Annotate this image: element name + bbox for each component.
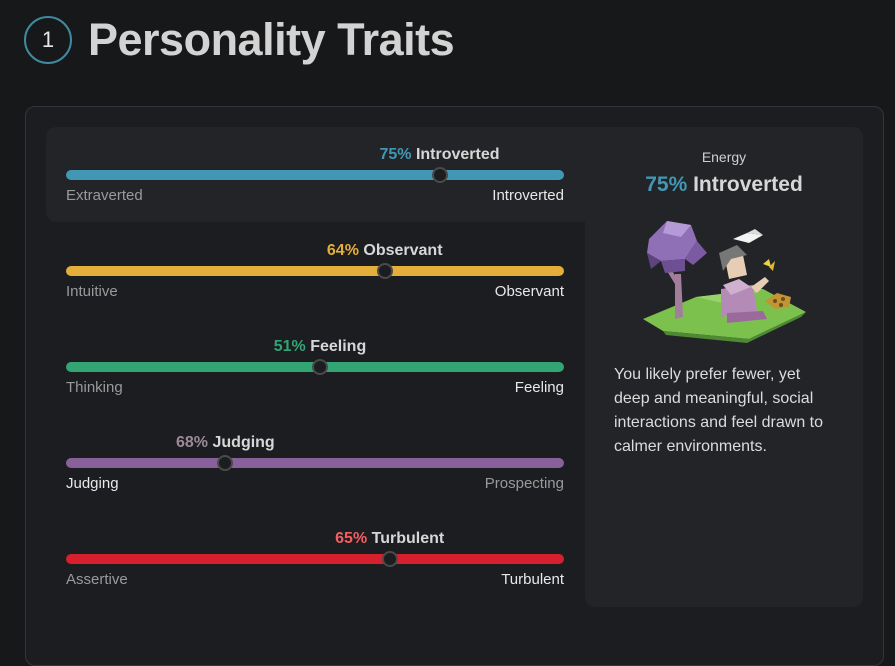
- trait-bar: [66, 170, 564, 180]
- trait-right-pole: Prospecting: [484, 475, 564, 492]
- trait-bar: [66, 266, 564, 276]
- trait-slider-knob[interactable]: [431, 167, 448, 183]
- trait-energy[interactable]: 75% Introverted Extraverted Introverted: [66, 146, 564, 206]
- page-title: Personality Traits: [88, 14, 455, 65]
- trait-label: 65% Turbulent: [335, 530, 444, 548]
- trait-name: Observant: [363, 242, 443, 259]
- trait-bar: [66, 554, 564, 564]
- trait-slider-knob[interactable]: [381, 551, 398, 567]
- trait-detail: Energy 75% Introverted You likely prefer…: [585, 127, 863, 607]
- trait-name: Feeling: [310, 338, 367, 355]
- trait-percent: 68%: [176, 434, 209, 451]
- trait-description: You likely prefer fewer, yet deep and me…: [614, 366, 824, 455]
- trait-label: 51% Feeling: [274, 338, 367, 356]
- trait-left-pole: Judging: [66, 475, 119, 492]
- trait-tactics[interactable]: 68% Judging Judging Prospecting: [66, 434, 564, 494]
- trait-identity[interactable]: 65% Turbulent Assertive Turbulent: [66, 530, 564, 590]
- trait-slider-knob[interactable]: [217, 455, 234, 471]
- trait-detail-heading: 75% Introverted: [585, 173, 863, 197]
- trait-percent: 75%: [379, 146, 412, 163]
- section-header: 1 Personality Traits: [24, 14, 455, 66]
- trait-percent: 51%: [273, 338, 306, 355]
- trait-label: 68% Judging: [176, 434, 275, 452]
- trait-name: Introverted: [415, 146, 500, 163]
- trait-name: Judging: [212, 434, 275, 451]
- trait-percent: 64%: [326, 242, 359, 259]
- trait-category-label: Energy: [701, 149, 747, 165]
- trait-percent: 65%: [335, 530, 368, 547]
- trait-left-pole: Intuitive: [66, 283, 118, 300]
- trait-detail-percent: 75%: [645, 173, 688, 196]
- trait-right-pole: Turbulent: [501, 571, 564, 588]
- introvert-illustration: [643, 221, 806, 343]
- trait-slider-knob[interactable]: [311, 359, 328, 375]
- trait-name: Turbulent: [371, 530, 445, 547]
- trait-right-pole: Feeling: [514, 379, 564, 396]
- trait-left-pole: Extraverted: [66, 187, 143, 204]
- step-number-badge: 1: [24, 16, 72, 64]
- trait-bar: [66, 458, 564, 468]
- trait-right-pole: Observant: [494, 283, 564, 300]
- trait-mind[interactable]: 64% Observant Intuitive Observant: [66, 242, 564, 302]
- trait-slider-knob[interactable]: [376, 263, 393, 279]
- trait-left-pole: Thinking: [66, 379, 123, 396]
- trait-label: 75% Introverted: [379, 146, 499, 164]
- trait-left-pole: Assertive: [66, 571, 128, 588]
- trait-right-pole: Introverted: [492, 187, 564, 204]
- trait-detail-name: Introverted: [693, 173, 803, 196]
- trait-label: 64% Observant: [327, 242, 443, 260]
- trait-nature[interactable]: 51% Feeling Thinking Feeling: [66, 338, 564, 398]
- trait-detail-panel: [585, 127, 863, 607]
